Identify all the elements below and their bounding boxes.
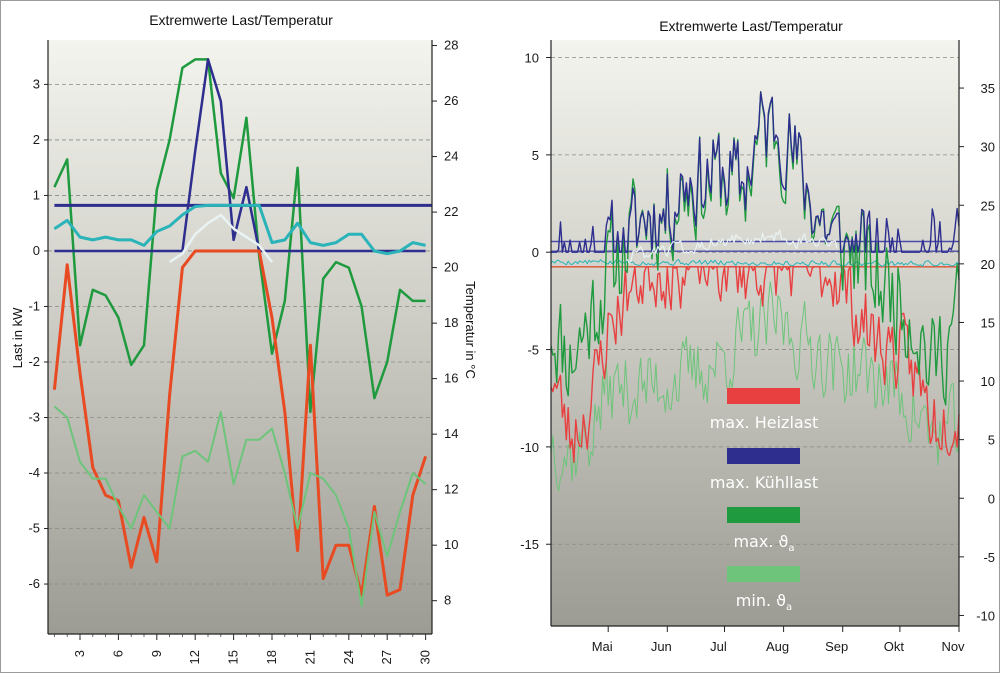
right-y-tick-label: 16 <box>444 371 458 386</box>
left-series-line <box>53 405 427 608</box>
right-series <box>550 90 960 492</box>
right-series-line <box>626 229 838 264</box>
left-y-tick-label: 2 <box>33 132 40 147</box>
right-y-tick-label: 22 <box>444 204 458 219</box>
left-y-tick-label: -5 <box>28 521 40 536</box>
left-y-tick-label: -4 <box>28 465 40 480</box>
left-y-tick-label: -6 <box>28 576 40 591</box>
right-y-tick-label: 14 <box>444 426 458 441</box>
left-x-tick-label: 3 <box>72 650 87 657</box>
left-y-tick-label: -3 <box>28 409 40 424</box>
legend-label: max. Kühllast <box>710 473 818 492</box>
right-chart-y2-tick-label: 35 <box>981 81 995 96</box>
right-chart-y2-tick-label: 0 <box>988 491 995 506</box>
left-chart: Extremwerte Last/Temperatur 3210-1-2-3-4… <box>10 12 478 664</box>
right-chart-y-tick-label: -15 <box>520 537 539 552</box>
right-chart-title: Extremwerte Last/Temperatur <box>659 18 843 34</box>
right-series-line <box>551 91 960 253</box>
right-chart-y2-tick-label: 25 <box>981 198 995 213</box>
right-y-tick-label: 10 <box>444 537 458 552</box>
left-series <box>52 58 432 608</box>
left-series-line <box>168 213 273 264</box>
right-series-line <box>550 266 960 463</box>
right-chart: Extremwerte Last/Temperatur 10 5 0 -5 -10 -15… <box>520 18 995 654</box>
right-chart-y2-tick-label: -10 <box>976 608 995 623</box>
left-y-tick-label: -1 <box>28 298 40 313</box>
right-chart-y2-tick-label: -5 <box>983 550 995 565</box>
right-x-tick-label: Okt <box>884 639 905 654</box>
right-y-tick-label: 18 <box>444 315 458 330</box>
left-x-tick-label: 15 <box>226 650 241 664</box>
left-y-tick-label: 0 <box>33 243 40 258</box>
left-x-tick-label: 27 <box>379 650 394 664</box>
legend-swatch <box>727 507 800 523</box>
right-x-tick-label: Jun <box>651 639 672 654</box>
left-y-tick-label: -2 <box>28 354 40 369</box>
left-x-tick-label: 12 <box>187 650 202 664</box>
right-chart-y2-tick-label: 20 <box>981 257 995 272</box>
left-series-line <box>54 58 426 253</box>
legend-swatch <box>727 388 800 404</box>
right-x-tick-label: Sep <box>825 639 848 654</box>
right-chart-y-tick-label: 0 <box>532 245 539 260</box>
right-y-tick-label: 8 <box>444 593 451 608</box>
right-chart-y2-tick-label: 30 <box>981 140 995 155</box>
right-y-tick-label: 20 <box>444 260 458 275</box>
right-y-axis-label: Temperatur in °C <box>463 281 478 379</box>
left-x-tick-label: 6 <box>110 650 125 657</box>
left-x-tick-label: 30 <box>418 650 433 664</box>
right-x-tick-label: Mai <box>592 639 613 654</box>
legend: max. Heizlast max. Kühllast max. ϑa min. ϑa <box>710 388 819 613</box>
left-x-tick-label: 21 <box>302 650 317 664</box>
right-series-line <box>550 281 960 492</box>
left-series-line <box>53 203 426 256</box>
right-y-tick-label: 12 <box>444 482 458 497</box>
right-y-tick-label: 24 <box>444 149 458 164</box>
right-axes: 10 5 0 -5 -10 -15 35 30 25 20 15 10 5 0 -5 -10 Mai Jun Jul… <box>520 40 995 654</box>
left-x-tick-label: 18 <box>264 650 279 664</box>
right-x-tick-label: Nov <box>941 639 965 654</box>
left-x-tick-label: 24 <box>341 650 356 664</box>
legend-label: max. Heizlast <box>710 413 819 432</box>
right-x-tick-label: Jul <box>710 639 727 654</box>
left-x-tick-label: 9 <box>149 650 164 657</box>
right-y-tick-label: 26 <box>444 93 458 108</box>
legend-label: max. ϑa <box>733 532 794 554</box>
left-y-tick-label: 1 <box>33 187 40 202</box>
right-chart-y-tick-label: 5 <box>532 148 539 163</box>
right-y-tick-label: 28 <box>444 38 458 53</box>
right-chart-y2-tick-label: 5 <box>988 433 995 448</box>
left-y-axis-label: Last in kW <box>10 307 25 368</box>
left-series-line <box>53 58 426 414</box>
right-chart-y2-tick-label: 15 <box>981 315 995 330</box>
right-chart-y-tick-label: 10 <box>525 51 539 66</box>
left-chart-title: Extremwerte Last/Temperatur <box>149 12 333 28</box>
right-chart-y-tick-label: -10 <box>520 440 539 455</box>
legend-swatch <box>727 448 800 464</box>
legend-swatch <box>727 566 800 582</box>
right-x-tick-label: Aug <box>766 639 789 654</box>
right-chart-y-tick-label: -5 <box>527 343 539 358</box>
left-plot-area <box>48 40 432 634</box>
legend-label: min. ϑa <box>736 591 792 613</box>
left-y-tick-label: 3 <box>33 76 40 91</box>
right-chart-y2-tick-label: 10 <box>981 374 995 389</box>
